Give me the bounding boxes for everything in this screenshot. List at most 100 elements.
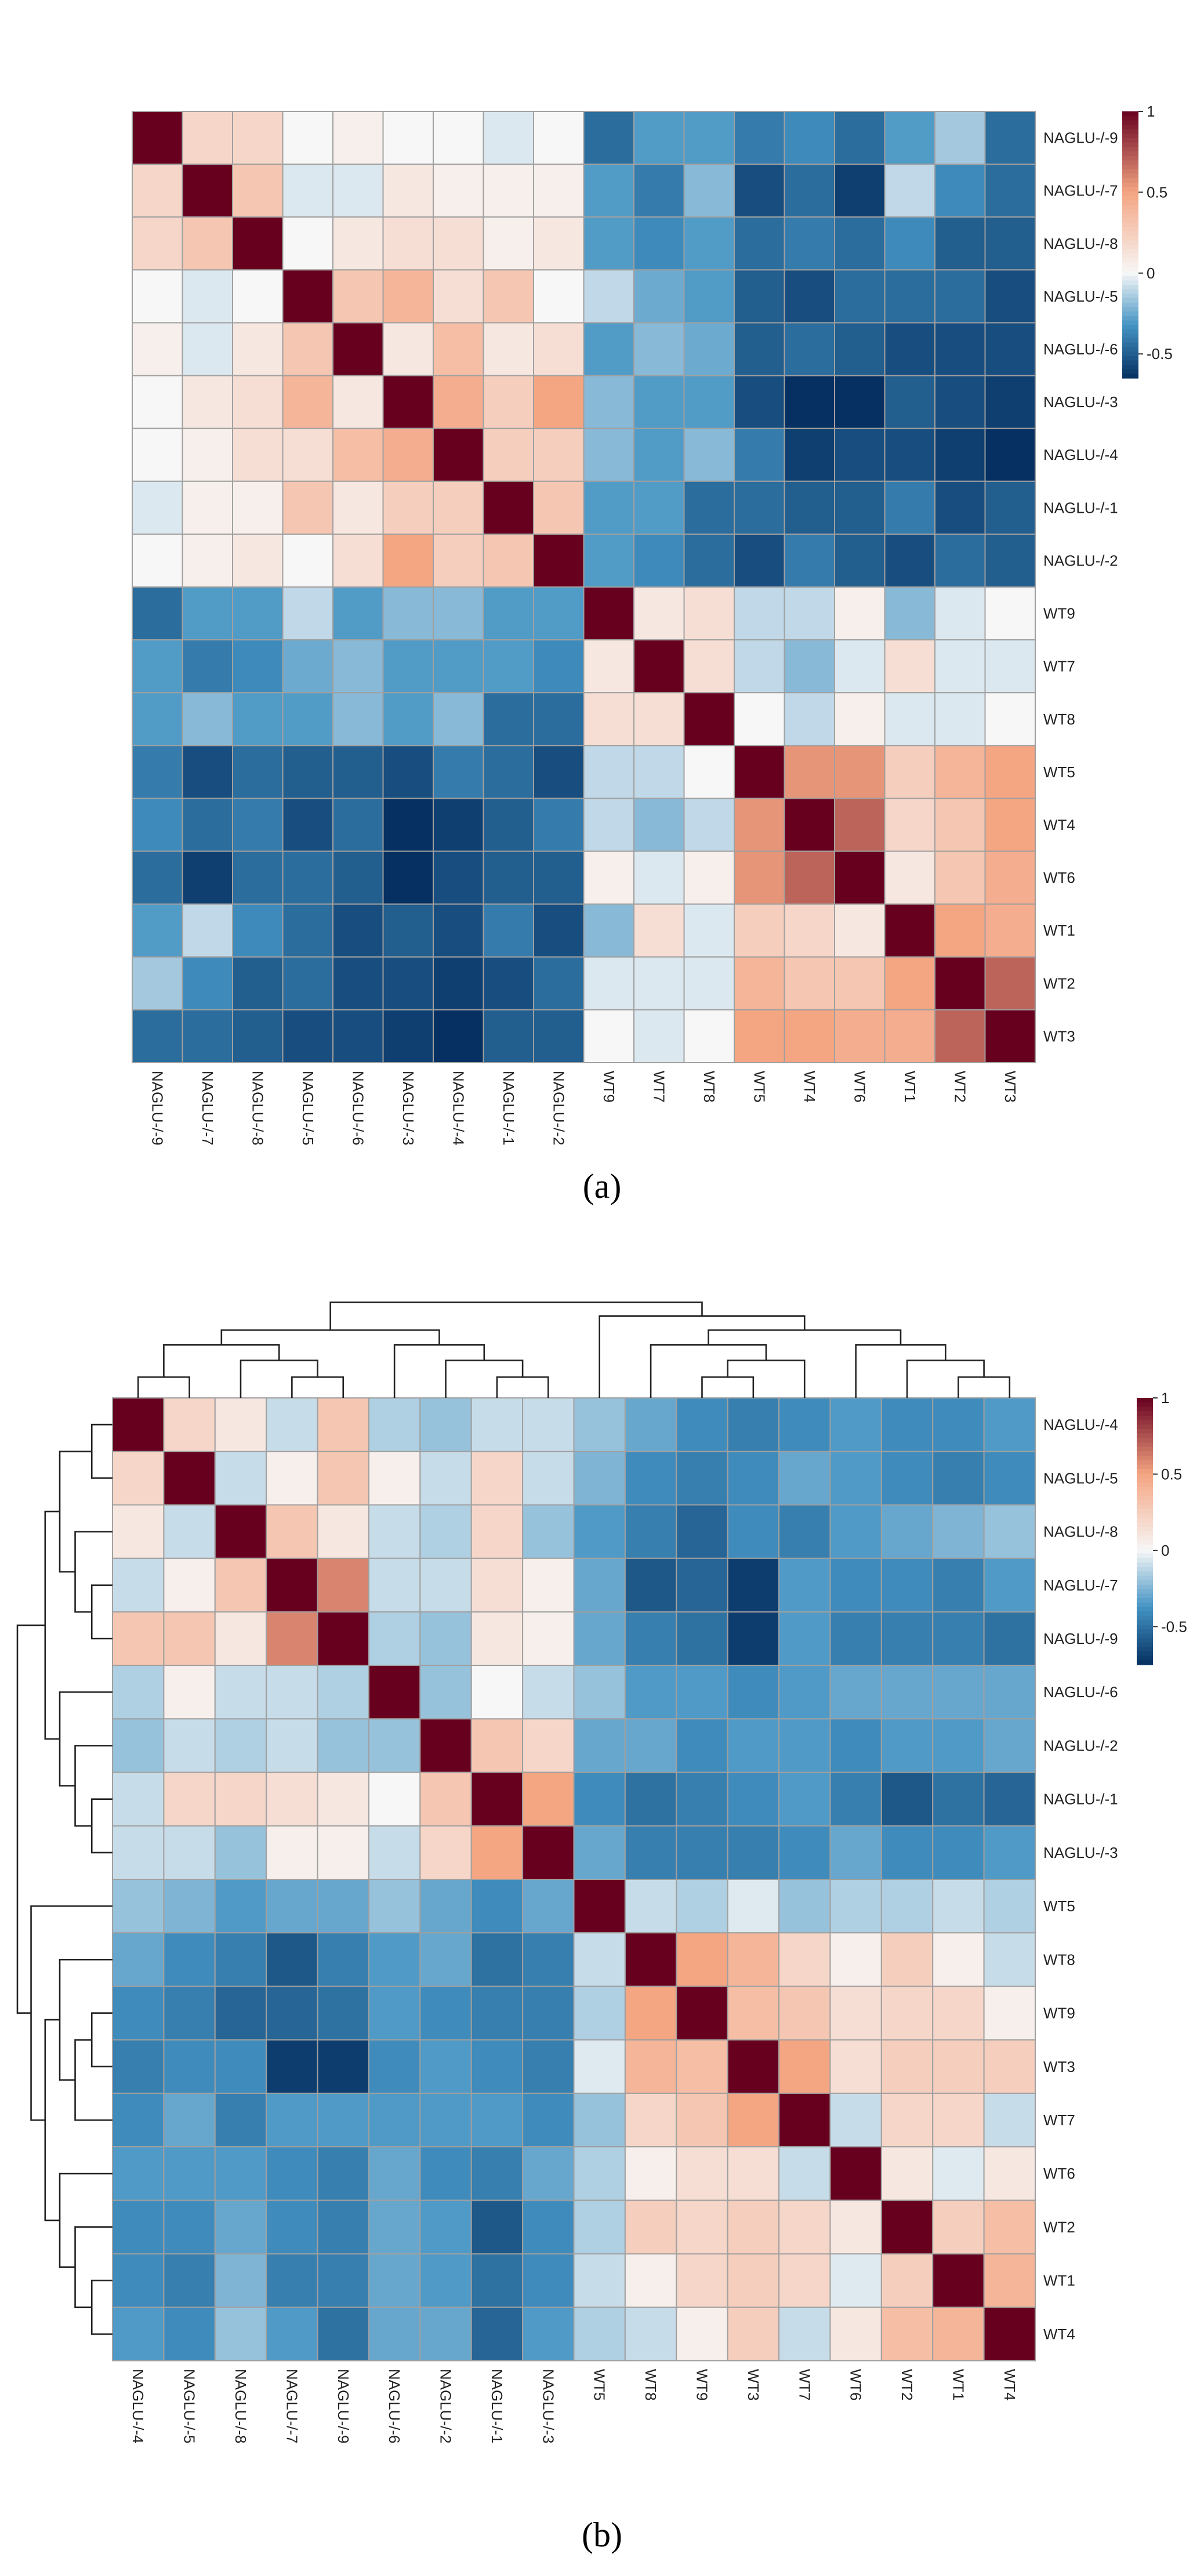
heatmap-cell bbox=[583, 850, 634, 905]
heatmap-cell bbox=[624, 1771, 677, 1827]
heatmap-cell bbox=[433, 533, 484, 588]
heatmap-cell bbox=[132, 798, 183, 852]
colorbar-segment bbox=[1137, 1580, 1153, 1585]
heatmap-cell bbox=[533, 111, 585, 165]
heatmap-cell bbox=[778, 1397, 831, 1452]
heatmap-cell bbox=[112, 1611, 165, 1666]
heatmap-cell bbox=[132, 164, 183, 218]
column-label-naglu-7: NAGLU-/-7 bbox=[199, 1071, 216, 1146]
colorbar-segment bbox=[1122, 245, 1138, 250]
colorbar-segment bbox=[1122, 289, 1138, 294]
heatmap-cell bbox=[112, 1451, 165, 1506]
heatmap-cell bbox=[983, 2146, 1036, 2201]
heatmap-cell bbox=[317, 1504, 369, 1559]
heatmap-cell bbox=[112, 2200, 165, 2255]
heatmap-cell bbox=[282, 375, 333, 429]
heatmap-cell bbox=[317, 2200, 369, 2255]
heatmap-cell bbox=[934, 164, 986, 218]
heatmap-cell bbox=[382, 956, 434, 1010]
heatmap-cell bbox=[624, 2039, 677, 2094]
heatmap-cell bbox=[470, 1771, 524, 1827]
heatmap-cell bbox=[332, 639, 384, 694]
heatmap-cell bbox=[368, 2200, 421, 2255]
heatmap-cell bbox=[163, 2146, 216, 2201]
heatmap-cell bbox=[884, 269, 935, 324]
heatmap-cell bbox=[317, 1986, 369, 2041]
colorbar-segment bbox=[1137, 1629, 1153, 1634]
heatmap-cell bbox=[522, 1557, 575, 1613]
heatmap-cell bbox=[880, 1825, 934, 1881]
heatmap-cell bbox=[884, 216, 935, 271]
heatmap-cell bbox=[332, 903, 384, 958]
heatmap-cell bbox=[880, 1611, 934, 1666]
heatmap-cell bbox=[470, 1504, 524, 1559]
heatmap-cell bbox=[533, 480, 585, 535]
heatmap-cell bbox=[884, 692, 935, 747]
heatmap-cell bbox=[829, 2200, 882, 2255]
heatmap-cell bbox=[533, 269, 585, 324]
row-label-naglu-2: NAGLU-/-2 bbox=[1043, 1737, 1118, 1754]
heatmap-cell bbox=[983, 2306, 1036, 2362]
colorbar-segment bbox=[1137, 1660, 1153, 1665]
colorbar-segment bbox=[1137, 1562, 1153, 1567]
heatmap-cell bbox=[214, 2092, 267, 2148]
heatmap-cell bbox=[984, 692, 1036, 747]
heatmap-cell bbox=[163, 2306, 216, 2362]
heatmap-cell bbox=[132, 850, 183, 905]
heatmap-cell bbox=[332, 1009, 384, 1064]
heatmap-cell bbox=[834, 533, 886, 588]
heatmap-cell bbox=[683, 798, 735, 852]
heatmap-cell bbox=[934, 1009, 986, 1064]
heatmap-cell bbox=[834, 956, 886, 1010]
heatmap-cell bbox=[934, 639, 986, 694]
heatmap-cell bbox=[282, 216, 333, 271]
heatmap-cell bbox=[784, 322, 835, 376]
heatmap-cell bbox=[880, 1504, 934, 1559]
colorbar-segment bbox=[1137, 1505, 1153, 1510]
heatmap-cell bbox=[583, 322, 634, 376]
heatmap-cell bbox=[932, 1718, 985, 1773]
heatmap-cell bbox=[214, 2146, 267, 2201]
heatmap-cell bbox=[633, 745, 685, 799]
heatmap-cell bbox=[633, 850, 685, 905]
heatmap-cell bbox=[282, 692, 333, 747]
column-label-naglu-8: NAGLU-/-8 bbox=[249, 1071, 266, 1146]
heatmap-cell bbox=[676, 2253, 728, 2308]
heatmap-cell bbox=[470, 1986, 524, 2041]
heatmap-cell bbox=[683, 956, 735, 1010]
heatmap-cell bbox=[676, 1557, 728, 1613]
colorbar-segment bbox=[1137, 1602, 1153, 1607]
heatmap-cell bbox=[829, 1986, 882, 2041]
heatmap-cell bbox=[112, 1771, 165, 1827]
heatmap-cell bbox=[470, 1665, 524, 1720]
heatmap-cell bbox=[522, 1397, 575, 1452]
colorbar-segment bbox=[1122, 338, 1138, 343]
heatmap-cell bbox=[433, 798, 484, 852]
heatmap-cell bbox=[282, 956, 333, 1010]
heatmap-cell bbox=[470, 1557, 524, 1613]
heatmap-cell bbox=[834, 375, 886, 429]
column-label-wt4: WT4 bbox=[1001, 2369, 1018, 2401]
heatmap-cell bbox=[727, 2146, 780, 2201]
heatmap-cell bbox=[332, 322, 384, 376]
heatmap-cell bbox=[182, 639, 233, 694]
heatmap-cell bbox=[583, 1009, 634, 1064]
heatmap-cell bbox=[483, 1009, 534, 1064]
heatmap-cell bbox=[266, 2092, 318, 2148]
heatmap-cell bbox=[214, 1611, 267, 1666]
column-label-naglu-3: NAGLU-/-3 bbox=[539, 2369, 557, 2444]
heatmap-cell bbox=[112, 2253, 165, 2308]
colorbar-segment bbox=[1122, 298, 1138, 303]
heatmap-cell bbox=[834, 322, 886, 376]
heatmap-cell bbox=[317, 2306, 369, 2362]
heatmap-cell bbox=[533, 533, 585, 588]
heatmap-cell bbox=[683, 745, 735, 799]
heatmap-cell bbox=[834, 269, 886, 324]
heatmap-cell bbox=[880, 1397, 934, 1452]
heatmap-cell bbox=[483, 375, 534, 429]
heatmap-cell bbox=[182, 269, 233, 324]
column-dendrogram-link bbox=[727, 1359, 806, 1398]
colorbar-segment bbox=[1137, 1655, 1153, 1661]
heatmap-cell bbox=[784, 480, 835, 535]
heatmap-cell bbox=[382, 269, 434, 324]
